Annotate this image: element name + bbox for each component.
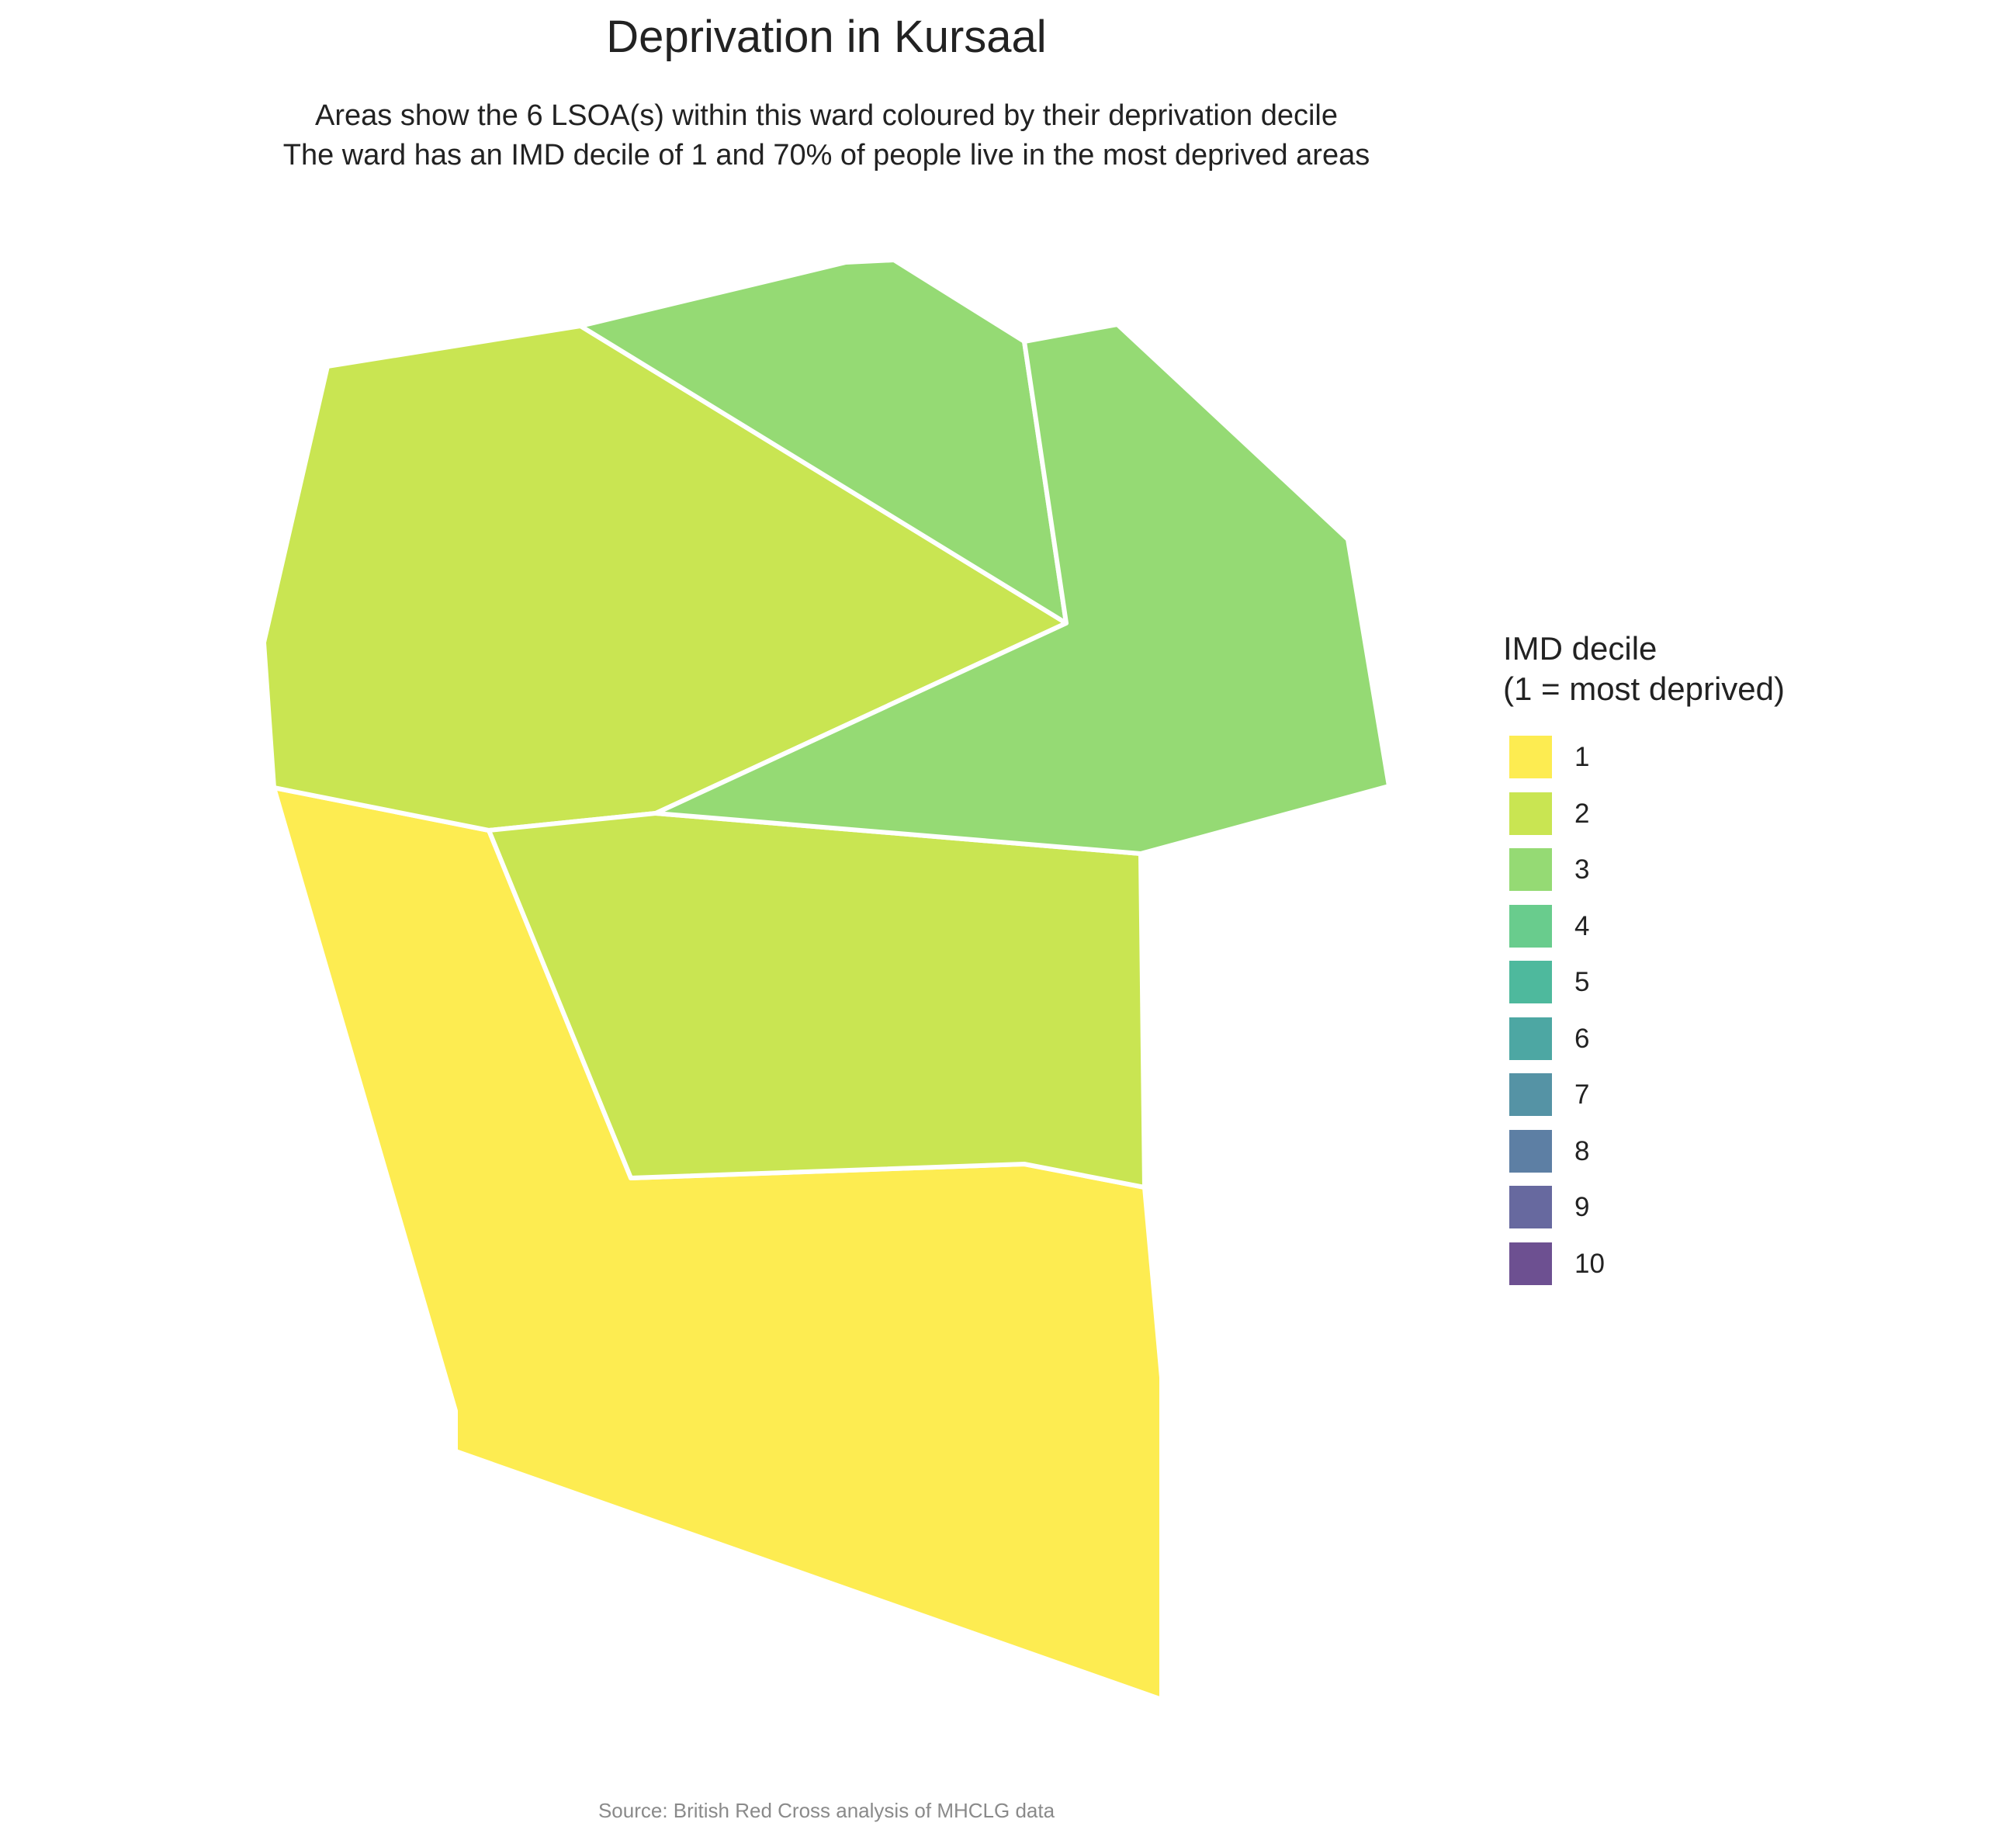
legend-swatch — [1509, 1129, 1552, 1173]
legend-item-4: 4 — [1503, 904, 1938, 962]
subtitle-line-1: Areas show the 6 LSOA(s) within this war… — [315, 99, 1338, 132]
lsoa-area-5 — [653, 322, 1391, 856]
map-title: Deprivation in Kursaal — [606, 12, 1047, 62]
subtitle-line-2: The ward has an IMD decile of 1 and 70% … — [282, 139, 1370, 172]
legend-swatch — [1509, 904, 1552, 948]
legend-label: 5 — [1574, 967, 1590, 997]
legend-item-3: 3 — [1503, 848, 1938, 905]
legend-item-6: 6 — [1503, 1017, 1938, 1074]
map-subtitle: Areas show the 6 LSOA(s) within this war… — [0, 96, 1653, 175]
legend: IMD decile (1 = most deprived) 1 2 3 4 5… — [1503, 629, 1938, 1298]
legend-item-10: 10 — [1503, 1242, 1938, 1299]
legend-swatch — [1509, 736, 1552, 778]
lsoa-areas — [262, 258, 1391, 1702]
legend-item-7: 7 — [1503, 1073, 1938, 1130]
legend-swatch — [1509, 1242, 1552, 1285]
legend-label: 7 — [1574, 1079, 1590, 1110]
source-caption: Source: British Red Cross analysis of MH… — [598, 1799, 1055, 1822]
legend-swatch — [1509, 848, 1552, 891]
legend-label: 4 — [1574, 910, 1590, 941]
legend-swatch — [1509, 961, 1552, 1003]
legend-swatch — [1509, 1186, 1552, 1228]
lsoa-area-4 — [578, 258, 1069, 625]
legend-item-2: 2 — [1503, 792, 1938, 849]
legend-swatch — [1509, 1017, 1552, 1060]
legend-title-line-2: (1 = most deprived) — [1503, 670, 1785, 707]
legend-item-1: 1 — [1503, 736, 1938, 792]
legend-title: IMD decile (1 = most deprived) — [1503, 629, 1938, 709]
legend-item-9: 9 — [1503, 1186, 1938, 1242]
legend-title-line-1: IMD decile — [1503, 630, 1657, 667]
legend-label: 3 — [1574, 854, 1590, 885]
legend-label: 6 — [1574, 1023, 1590, 1054]
legend-item-8: 8 — [1503, 1129, 1938, 1187]
legend-label: 10 — [1574, 1248, 1605, 1279]
legend-label: 8 — [1574, 1135, 1590, 1166]
legend-label: 9 — [1574, 1192, 1590, 1222]
legend-swatch — [1509, 792, 1552, 835]
legend-label: 1 — [1574, 742, 1590, 772]
legend-label: 2 — [1574, 798, 1590, 829]
legend-swatch — [1509, 1073, 1552, 1116]
legend-item-5: 5 — [1503, 961, 1938, 1017]
